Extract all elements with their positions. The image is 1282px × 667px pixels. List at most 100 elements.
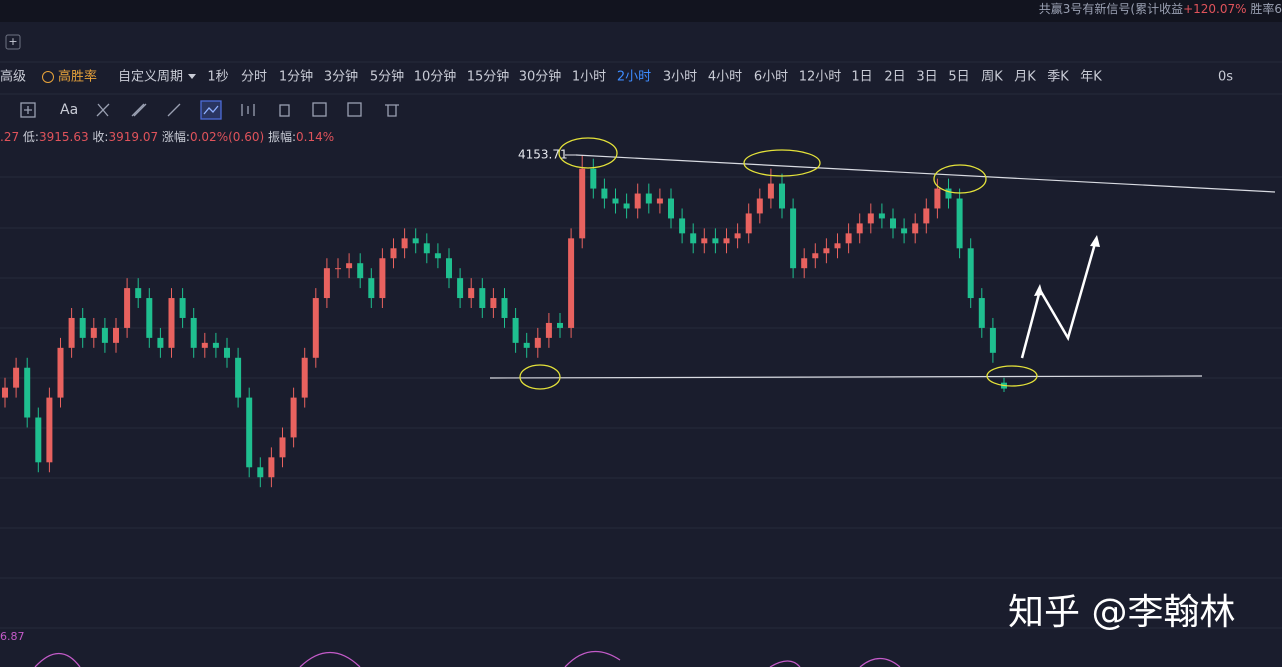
candle-body bbox=[179, 298, 186, 318]
candle-body bbox=[923, 208, 930, 224]
period-button[interactable]: 12小时 bbox=[799, 70, 842, 85]
period-button[interactable]: 30分钟 bbox=[519, 69, 562, 85]
candle-body bbox=[113, 327, 119, 343]
amp-value: 0.14% bbox=[296, 130, 335, 144]
tool-channel[interactable] bbox=[131, 103, 147, 117]
tool-delete[interactable] bbox=[385, 104, 399, 117]
period-button[interactable]: 1秒 bbox=[207, 70, 228, 85]
indicator-value: 6.87 bbox=[0, 630, 25, 643]
candle-body bbox=[523, 342, 530, 348]
period-button[interactable]: 3小时 bbox=[663, 70, 697, 85]
candle-body bbox=[656, 198, 663, 204]
tool-line[interactable] bbox=[96, 103, 110, 117]
period-button[interactable]: 4小时 bbox=[708, 70, 742, 85]
candle-body bbox=[357, 263, 364, 279]
dropdown-arrow bbox=[188, 74, 196, 79]
change-value: 0.02%(0.60) bbox=[189, 130, 265, 144]
high-win-tab[interactable]: 高胜率 bbox=[58, 69, 97, 85]
period-button[interactable]: 1小时 bbox=[572, 70, 606, 85]
candle-body bbox=[412, 238, 419, 244]
candle-body bbox=[590, 168, 597, 189]
period-button[interactable]: 5日 bbox=[948, 70, 969, 85]
candle-body bbox=[512, 317, 519, 343]
candle-body bbox=[301, 357, 308, 398]
candle-body bbox=[934, 188, 941, 209]
candle-body bbox=[124, 288, 131, 328]
candle-body bbox=[734, 233, 741, 239]
candle-body bbox=[235, 357, 242, 398]
candle-body bbox=[368, 278, 375, 299]
win-icon bbox=[42, 71, 54, 83]
candle-body bbox=[645, 193, 652, 204]
candle-body bbox=[623, 203, 630, 209]
candle-body bbox=[490, 298, 497, 309]
signal-gain: +120.07% bbox=[1183, 2, 1247, 16]
candle-body bbox=[323, 268, 330, 299]
period-button[interactable]: 2日 bbox=[884, 70, 905, 85]
candle-body bbox=[257, 467, 264, 478]
candle-body bbox=[801, 258, 808, 269]
candle-body bbox=[878, 213, 885, 219]
tool-candles[interactable] bbox=[241, 104, 255, 116]
candle-body bbox=[479, 288, 486, 309]
candle-body bbox=[756, 198, 763, 214]
tool-lock[interactable] bbox=[279, 104, 290, 117]
candle-body bbox=[457, 278, 464, 299]
period-button[interactable]: 6小时 bbox=[754, 70, 788, 85]
candle-body bbox=[612, 198, 619, 204]
period-button[interactable]: 年K bbox=[1080, 70, 1102, 85]
candle-body bbox=[690, 233, 697, 244]
candle-body bbox=[335, 268, 341, 270]
support-line bbox=[489, 375, 1203, 379]
tool-crosshair[interactable] bbox=[20, 102, 36, 118]
period-button[interactable]: 月K bbox=[1014, 70, 1036, 85]
period-button[interactable]: 1日 bbox=[851, 70, 872, 85]
period-button[interactable]: 3日 bbox=[916, 70, 937, 85]
close-label: 收: bbox=[92, 130, 109, 144]
candle-body bbox=[35, 417, 42, 463]
period-button[interactable]: 2小时 bbox=[617, 70, 651, 85]
candle-body bbox=[90, 327, 97, 338]
period-button[interactable]: 10分钟 bbox=[414, 69, 457, 85]
tool-edit[interactable] bbox=[347, 102, 362, 117]
low-value: 3915.63 bbox=[38, 130, 89, 144]
period-button[interactable]: 15分钟 bbox=[467, 69, 510, 85]
candle-body bbox=[901, 228, 908, 234]
candle-body bbox=[978, 298, 985, 328]
low-label: 低: bbox=[22, 130, 39, 144]
add-button[interactable] bbox=[5, 34, 21, 50]
candle-body bbox=[401, 238, 408, 249]
candle-body bbox=[823, 248, 830, 254]
period-button[interactable]: 5分钟 bbox=[370, 69, 404, 85]
high-price-label: 4153.71 bbox=[518, 148, 568, 162]
advanced-tab[interactable]: 高级 bbox=[0, 69, 26, 85]
candle-body bbox=[679, 218, 686, 234]
custom-period[interactable]: 自定义周期 bbox=[118, 70, 183, 85]
arrow-heads bbox=[1034, 235, 1100, 296]
tool-text[interactable]: Aa bbox=[60, 102, 78, 118]
candle-body bbox=[212, 342, 219, 348]
signal-rate: 胜率6 bbox=[1250, 2, 1282, 16]
amp-label: 振幅: bbox=[268, 130, 297, 144]
candle-body bbox=[379, 258, 386, 299]
candle-body bbox=[545, 322, 552, 338]
tool-ruler[interactable] bbox=[167, 103, 181, 117]
period-button[interactable]: 周K bbox=[981, 70, 1003, 85]
candle-body bbox=[956, 198, 963, 249]
ohlc-info: .27 低:3915.63 收:3919.07 涨幅:0.02%(0.60) 振… bbox=[0, 128, 334, 145]
tool-note[interactable] bbox=[312, 102, 327, 117]
candle-body bbox=[568, 238, 575, 328]
candle-body bbox=[634, 193, 641, 209]
indicator-lines bbox=[34, 650, 901, 667]
signal-banner: 共赢3号有新信号(累计收益+120.07% 胜率6 bbox=[1039, 0, 1282, 17]
candle-body bbox=[79, 317, 86, 338]
candle-body bbox=[68, 317, 75, 348]
period-button[interactable]: 1分钟 bbox=[279, 69, 313, 85]
period-button[interactable]: 3分钟 bbox=[324, 69, 358, 85]
candle-body bbox=[701, 238, 708, 244]
period-button[interactable]: 季K bbox=[1047, 70, 1069, 85]
candle-body bbox=[989, 327, 996, 353]
highlight-ellipses bbox=[519, 137, 1038, 390]
period-button[interactable]: 分时 bbox=[241, 70, 267, 85]
